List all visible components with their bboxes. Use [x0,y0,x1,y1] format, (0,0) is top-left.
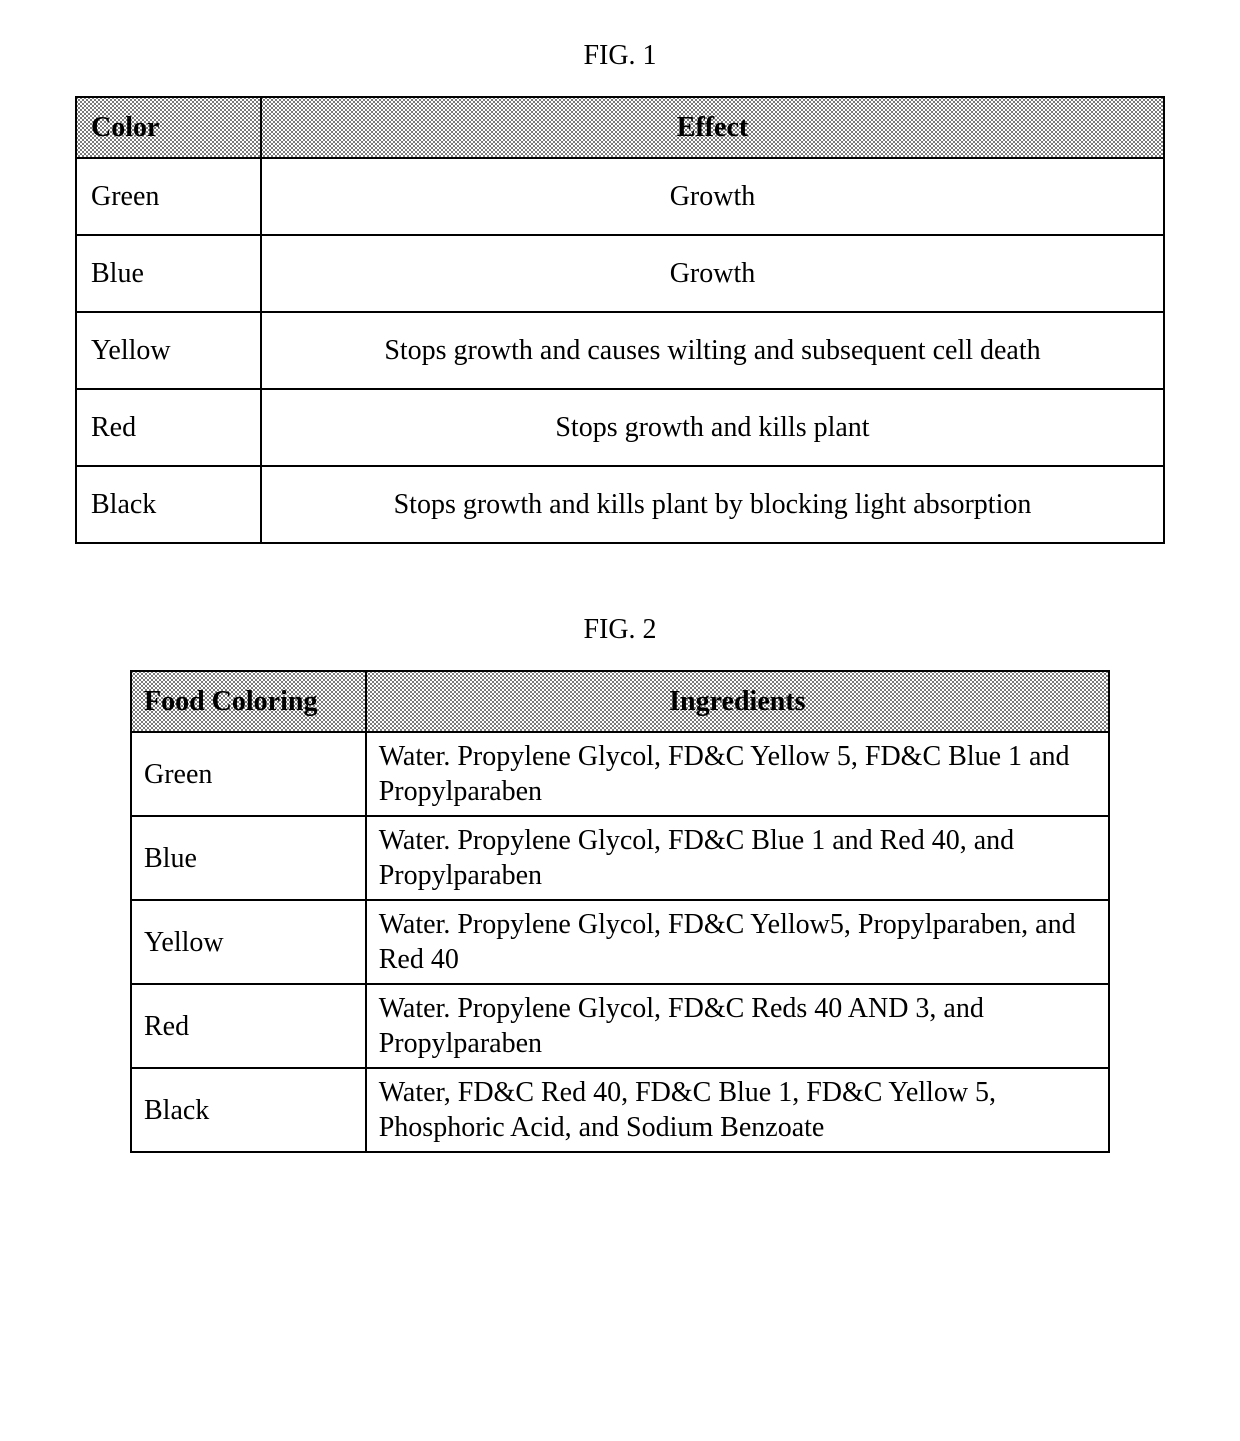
fig1-caption: FIG. 1 [0,40,1240,72]
fig2-header-row: Food Coloring Ingredients [131,671,1109,732]
fig2-cell-ingredients: Water, FD&C Red 40, FD&C Blue 1, FD&C Ye… [366,1068,1109,1152]
fig2-body: Green Water. Propylene Glycol, FD&C Yell… [131,732,1109,1152]
fig2-cell-ingredients: Water. Propylene Glycol, FD&C Yellow5, P… [366,900,1109,984]
fig1-cell-color: Blue [76,235,261,312]
fig1-table-container: Color Effect Green Growth Blue Growth Ye… [75,96,1165,544]
fig2-cell-food: Red [131,984,366,1068]
fig2-header-food: Food Coloring [131,671,366,732]
table-row: Green Water. Propylene Glycol, FD&C Yell… [131,732,1109,816]
fig1-header-effect: Effect [261,97,1164,158]
fig1-header-color: Color [76,97,261,158]
table-row: Blue Growth [76,235,1164,312]
fig1-cell-color: Green [76,158,261,235]
fig2-header-ingredients: Ingredients [366,671,1109,732]
fig1-cell-color: Red [76,389,261,466]
fig2-cell-ingredients: Water. Propylene Glycol, FD&C Yellow 5, … [366,732,1109,816]
fig2-cell-ingredients: Water. Propylene Glycol, FD&C Reds 40 AN… [366,984,1109,1068]
fig2-cell-food: Green [131,732,366,816]
fig1-cell-effect: Stops growth and causes wilting and subs… [261,312,1164,389]
table-row: Yellow Stops growth and causes wilting a… [76,312,1164,389]
table-row: Red Water. Propylene Glycol, FD&C Reds 4… [131,984,1109,1068]
fig2-table: Food Coloring Ingredients Green Water. P… [130,670,1110,1153]
fig1-cell-effect: Growth [261,158,1164,235]
fig1-cell-color: Yellow [76,312,261,389]
table-row: Blue Water. Propylene Glycol, FD&C Blue … [131,816,1109,900]
fig1-body: Green Growth Blue Growth Yellow Stops gr… [76,158,1164,543]
table-row: Yellow Water. Propylene Glycol, FD&C Yel… [131,900,1109,984]
fig1-cell-color: Black [76,466,261,543]
table-row: Black Water, FD&C Red 40, FD&C Blue 1, F… [131,1068,1109,1152]
table-row: Green Growth [76,158,1164,235]
fig1-table: Color Effect Green Growth Blue Growth Ye… [75,96,1165,544]
fig2-cell-food: Yellow [131,900,366,984]
fig2-cell-food: Blue [131,816,366,900]
fig1-cell-effect: Stops growth and kills plant [261,389,1164,466]
fig2-cell-food: Black [131,1068,366,1152]
fig1-cell-effect: Growth [261,235,1164,312]
table-row: Red Stops growth and kills plant [76,389,1164,466]
table-row: Black Stops growth and kills plant by bl… [76,466,1164,543]
fig1-cell-effect: Stops growth and kills plant by blocking… [261,466,1164,543]
fig2-caption: FIG. 2 [0,614,1240,646]
fig2-cell-ingredients: Water. Propylene Glycol, FD&C Blue 1 and… [366,816,1109,900]
fig2-table-container: Food Coloring Ingredients Green Water. P… [130,670,1110,1153]
fig1-header-row: Color Effect [76,97,1164,158]
